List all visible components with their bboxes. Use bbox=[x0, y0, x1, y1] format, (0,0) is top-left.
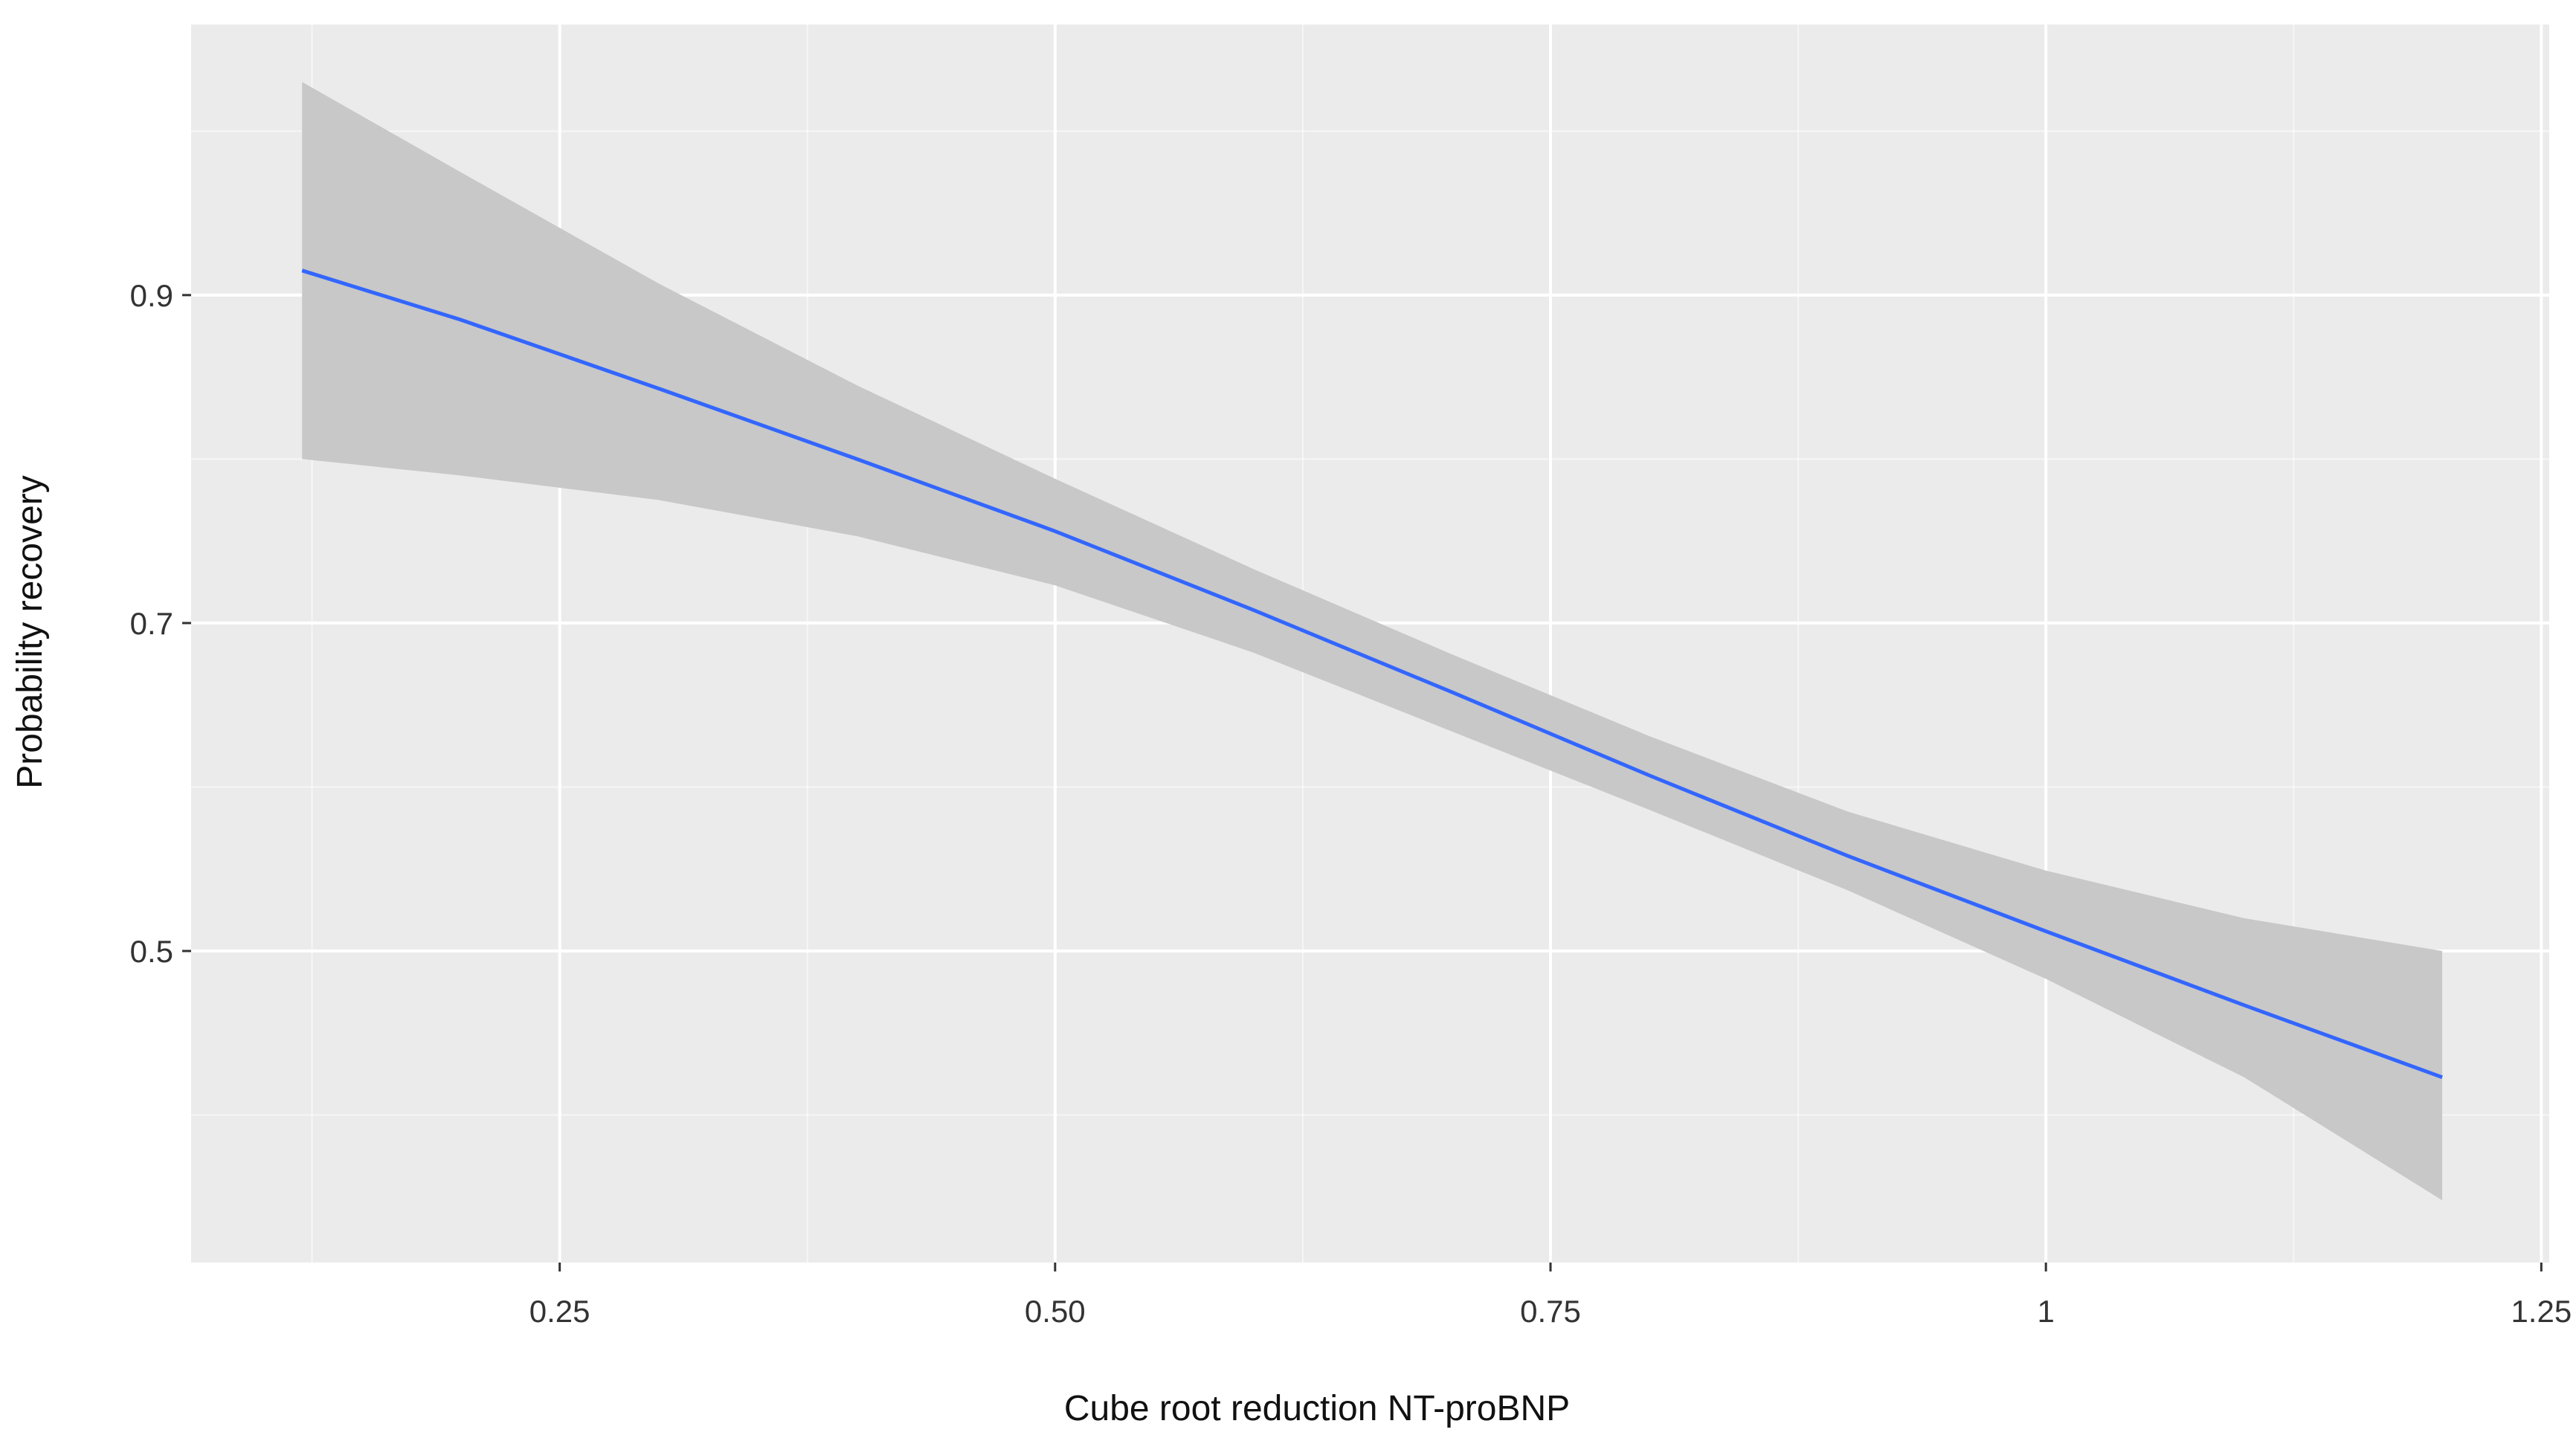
grid-major bbox=[191, 25, 2549, 1263]
x-tick-label: 0.50 bbox=[1025, 1294, 1086, 1329]
x-tick-label: 0.25 bbox=[529, 1294, 590, 1329]
fit-line bbox=[301, 268, 2443, 1080]
x-tick-label: 0.75 bbox=[1520, 1294, 1581, 1329]
x-tick-label: 1 bbox=[2037, 1294, 2054, 1329]
y-axis-title: Probability recovery bbox=[10, 475, 50, 789]
y-tick-label: 0.7 bbox=[130, 606, 173, 641]
y-axis-ticks: 0.5 0.7 0.9 bbox=[130, 278, 191, 969]
x-tick-label: 1.25 bbox=[2511, 1294, 2572, 1329]
y-tick-label: 0.5 bbox=[130, 934, 173, 969]
x-axis-ticks: 0.25 0.50 0.75 1 1.25 bbox=[529, 1263, 2572, 1329]
y-tick-label: 0.9 bbox=[130, 278, 173, 313]
x-axis-title: Cube root reduction NT-proBNP bbox=[1064, 1389, 1570, 1428]
confidence-ribbon bbox=[302, 82, 2443, 1201]
